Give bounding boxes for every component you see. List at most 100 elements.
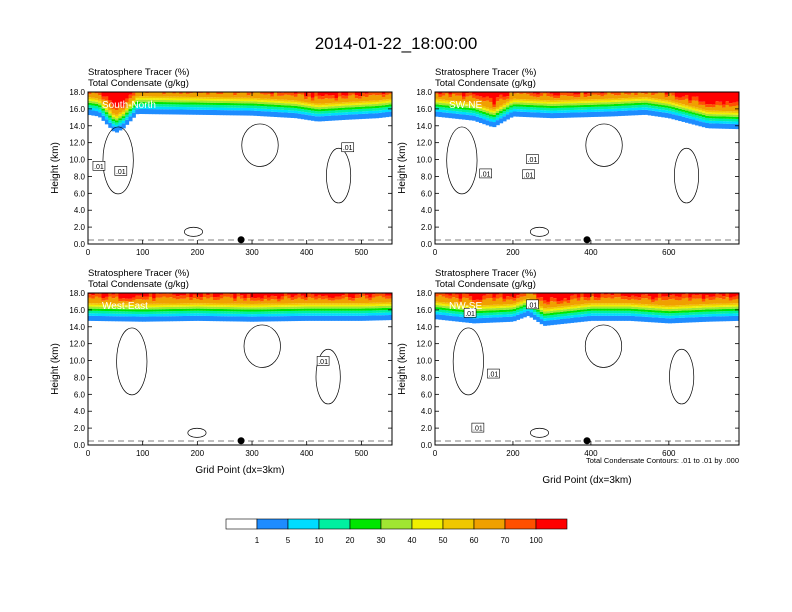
tracer-cell: [317, 294, 322, 299]
tracer-cell: [300, 295, 305, 300]
tracer-cell: [236, 316, 241, 322]
tracer-cell: [192, 298, 197, 304]
tracer-cell: [206, 310, 211, 314]
tracer-cell: [233, 305, 238, 308]
tracer-cell: [495, 101, 500, 108]
tracer-cell: [125, 293, 130, 299]
tracer-cell: [489, 304, 494, 307]
tracer-cell: [337, 310, 342, 314]
tracer-cell: [185, 98, 190, 101]
tracer-cell: [155, 96, 160, 99]
tracer-cell: [509, 311, 514, 315]
tracer-cell: [185, 293, 190, 298]
tracer-column: [138, 293, 143, 322]
tracer-cell: [607, 108, 612, 112]
tracer-cell: [364, 310, 369, 314]
tracer-cell: [175, 306, 180, 309]
tracer-cell: [438, 94, 443, 97]
tracer-cell: [583, 92, 588, 95]
tracer-cell: [505, 111, 510, 115]
tracer-cell: [661, 107, 666, 110]
tracer-cell: [607, 111, 612, 117]
tracer-cell: [368, 104, 373, 107]
tracer-cell: [722, 104, 727, 108]
tracer-cell: [681, 111, 686, 115]
tracer-cell: [657, 99, 662, 101]
tracer-cell: [364, 306, 369, 309]
tracer-cell: [681, 294, 686, 299]
tracer-cell: [175, 316, 180, 322]
tracer-cell: [458, 301, 463, 305]
tracer-cell: [489, 112, 494, 115]
tracer-cell: [219, 100, 224, 103]
tracer-column: [354, 92, 359, 120]
tracer-column: [708, 92, 713, 129]
tracer-cell: [260, 307, 265, 310]
tracer-cell: [337, 115, 342, 121]
tracer-cell: [468, 105, 473, 109]
tracer-cell: [138, 299, 143, 304]
tracer-cell: [647, 101, 652, 104]
tracer-cell: [388, 293, 392, 296]
tracer-cell: [472, 108, 477, 111]
tracer-cell: [314, 299, 319, 304]
tracer-column: [451, 293, 456, 322]
tracer-cell: [522, 111, 527, 117]
tracer-cell: [310, 110, 315, 114]
tracer-cell: [341, 109, 346, 113]
tracer-cell: [485, 120, 490, 126]
y-tick-label: 8.0: [421, 172, 433, 181]
tracer-cell: [546, 100, 551, 102]
tracer-cell: [455, 101, 460, 103]
tracer-cell: [610, 295, 615, 299]
tracer-cell: [580, 101, 585, 103]
tracer-cell: [715, 293, 720, 298]
tracer-cell: [559, 309, 564, 312]
tracer-cell: [375, 315, 380, 321]
tracer-cell: [125, 117, 130, 120]
tracer-cell: [478, 108, 483, 111]
tracer-cell: [358, 306, 363, 309]
tracer-cell: [125, 112, 130, 115]
tracer-cell: [607, 100, 612, 103]
tracer-cell: [732, 303, 737, 305]
tracer-column: [455, 92, 460, 119]
colorbar: 1 5 10 20 30 40 50 60 70 100: [225, 518, 568, 545]
tracer-column: [364, 92, 369, 119]
tracer-cell: [118, 313, 123, 317]
tracer-cell: [165, 305, 170, 307]
tracer-cell: [654, 308, 659, 311]
tracer-cell: [688, 103, 693, 106]
tracer-cell: [375, 110, 380, 114]
tracer-column: [300, 293, 305, 321]
tracer-cell: [698, 316, 703, 323]
tracer-cell: [678, 312, 683, 316]
tracer-cell: [267, 316, 271, 322]
tracer-cell: [263, 92, 268, 95]
tracer-cell: [240, 92, 244, 98]
tracer-cell: [701, 119, 706, 123]
tracer-cell: [546, 110, 551, 113]
tracer-cell: [283, 99, 288, 102]
tracer-cell: [732, 114, 737, 117]
tracer-column: [448, 293, 453, 321]
tracer-cell: [485, 310, 490, 313]
tracer-cell: [637, 104, 642, 108]
tracer-cell: [341, 303, 346, 305]
tracer-cell: [475, 293, 480, 300]
tracer-cell: [358, 98, 363, 102]
tracer-cell: [138, 106, 143, 109]
tracer-cell: [607, 306, 612, 309]
tracer-cell: [348, 297, 353, 301]
tracer-cell: [698, 104, 703, 109]
tracer-cell: [246, 103, 251, 106]
tracer-column: [509, 293, 514, 322]
tracer-cell: [263, 108, 268, 112]
tracer-cell: [657, 306, 662, 309]
tracer-cell: [627, 94, 632, 98]
tracer-cell: [152, 109, 157, 115]
colorbar-cell: [256, 518, 289, 530]
tracer-cell: [91, 293, 96, 296]
tracer-column: [539, 293, 544, 325]
tracer-column: [630, 293, 635, 322]
